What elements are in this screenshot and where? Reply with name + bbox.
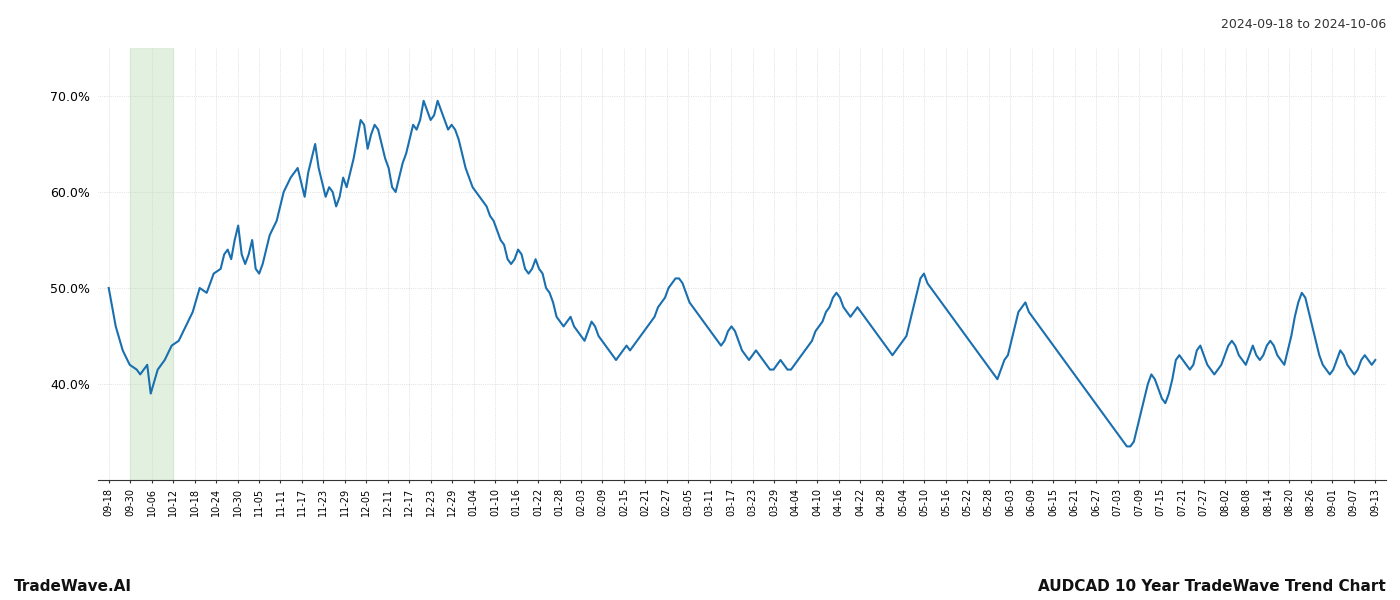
Bar xyxy=(130,48,174,480)
Text: 2024-09-18 to 2024-10-06: 2024-09-18 to 2024-10-06 xyxy=(1221,18,1386,31)
Text: AUDCAD 10 Year TradeWave Trend Chart: AUDCAD 10 Year TradeWave Trend Chart xyxy=(1039,579,1386,594)
Text: TradeWave.AI: TradeWave.AI xyxy=(14,579,132,594)
